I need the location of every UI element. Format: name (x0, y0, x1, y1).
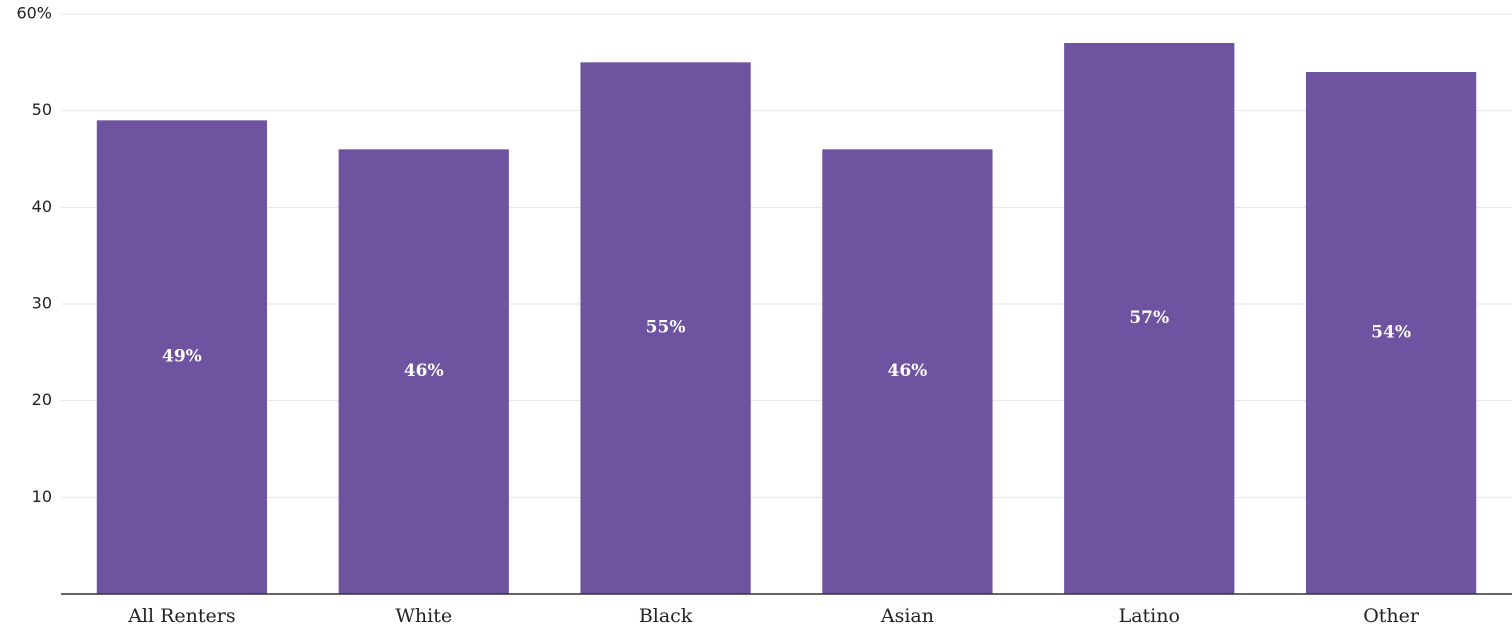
x-tick-label: White (395, 605, 452, 627)
bar (338, 149, 509, 595)
y-tick-label: 10 (32, 487, 52, 506)
bar (96, 120, 268, 594)
x-tick-label: All Renters (127, 605, 235, 627)
value-label: 49% (162, 347, 202, 367)
bar (822, 149, 993, 595)
x-tick-label: Asian (880, 605, 934, 627)
bar (580, 62, 751, 595)
value-label: 46% (888, 361, 928, 381)
y-tick-label: 30 (32, 294, 52, 313)
value-label: 55% (646, 318, 686, 338)
x-tick-label: Latino (1119, 605, 1180, 627)
value-label: 54% (1371, 323, 1411, 343)
value-label: 46% (404, 361, 444, 381)
y-tick-label: 50 (32, 100, 52, 119)
bar (1305, 72, 1477, 594)
x-tick-label: Other (1363, 605, 1420, 627)
bar (1064, 43, 1235, 594)
y-tick-label: 20 (32, 390, 52, 409)
value-label: 57% (1129, 308, 1169, 328)
y-tick-label: 60% (16, 4, 52, 23)
x-tick-label: Black (639, 605, 693, 627)
y-tick-label: 40 (32, 197, 52, 216)
